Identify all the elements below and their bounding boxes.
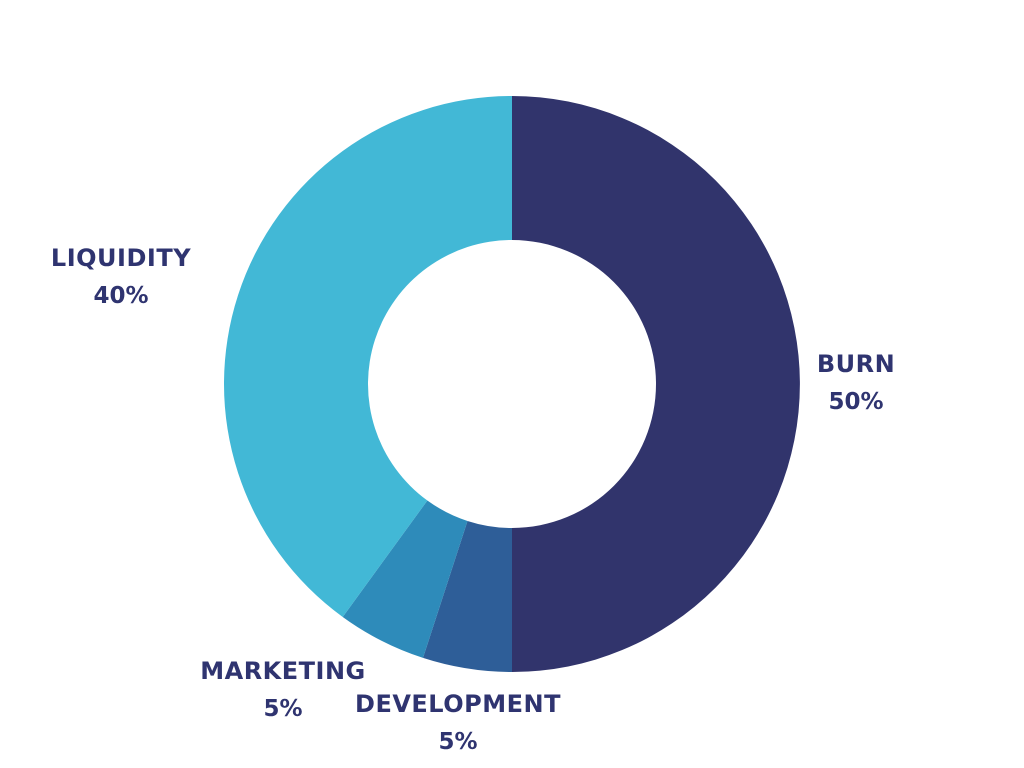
slice-development [423,520,512,672]
slice-name-liquidity: LIQUIDITY [51,244,191,272]
slice-percent-marketing: 5% [263,696,302,722]
slice-percent-burn: 50% [828,389,883,415]
slice-percent-liquidity: 40% [93,283,148,309]
slice-label-burn: BURN 50% [817,350,895,415]
slice-burn [512,96,800,672]
slice-percent-development: 5% [438,729,477,755]
slice-name-development: DEVELOPMENT [355,690,561,718]
slice-label-development: DEVELOPMENT 5% [355,690,561,755]
slice-name-burn: BURN [817,350,895,378]
slice-label-liquidity: LIQUIDITY 40% [51,244,191,309]
slice-label-marketing: MARKETING 5% [200,657,366,722]
slice-liquidity [224,96,513,617]
slice-marketing [342,500,468,658]
slice-name-marketing: MARKETING [200,657,366,685]
